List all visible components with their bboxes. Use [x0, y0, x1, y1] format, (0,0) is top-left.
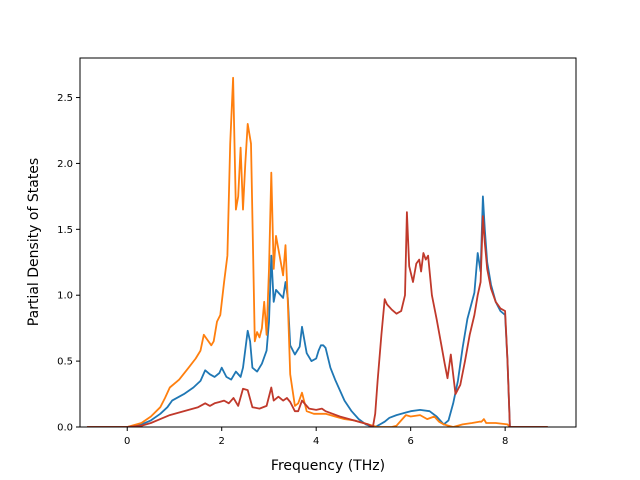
plot-frame	[79, 57, 577, 428]
x-tick-label: 0	[124, 436, 130, 447]
x-tick-label: 6	[407, 436, 413, 447]
y-tick-label: 0.0	[57, 423, 73, 434]
series-line-1	[87, 195, 548, 427]
y-axis-title: Partial Density of States	[26, 158, 42, 326]
x-tick-label: 4	[313, 436, 319, 447]
y-tick-label: 1.5	[57, 225, 73, 236]
plot-area	[80, 58, 576, 427]
x-axis-title: Frequency (THz)	[271, 458, 385, 474]
y-tick-label: 2.0	[57, 159, 73, 170]
x-tick-label: 2	[219, 436, 225, 447]
y-axis-ticks: 0.0 0.5 1.0 1.5 2.0 2.5	[57, 93, 80, 434]
series-line-2	[87, 76, 548, 427]
y-tick-label: 1.0	[57, 291, 73, 302]
x-tick-label: 8	[502, 436, 508, 447]
y-tick-label: 0.5	[57, 357, 73, 368]
series-line-3	[87, 211, 548, 427]
series-layer	[87, 76, 548, 427]
y-tick-label: 2.5	[57, 93, 73, 104]
x-axis-ticks: 0 2 4 6 8	[124, 427, 508, 447]
